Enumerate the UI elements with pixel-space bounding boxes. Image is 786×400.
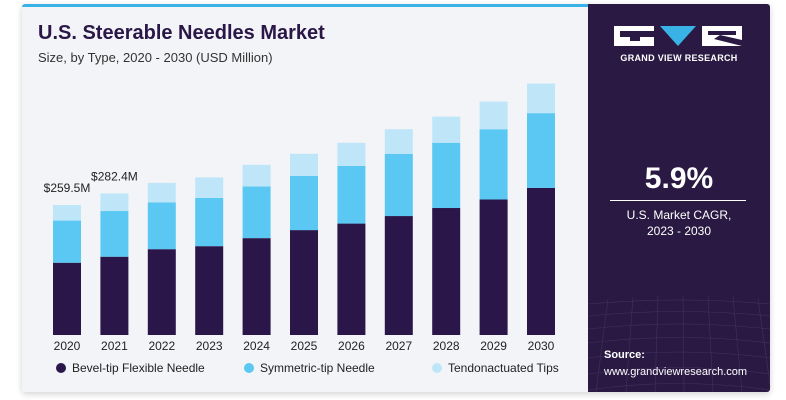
chart-subtitle: Size, by Type, 2020 - 2030 (USD Million) — [38, 50, 273, 65]
bar-2030-series-1 — [527, 187, 555, 335]
x-tick-label-2026: 2026 — [338, 339, 365, 353]
bar-2026-series-1 — [337, 223, 366, 335]
brand-panel: GRAND VIEW RESEARCH 5.9% U.S. Market CAG… — [588, 4, 770, 392]
bar-2021-series-3 — [100, 193, 129, 212]
bar-2022-series-1 — [147, 249, 176, 335]
bar-2028-series-2 — [432, 142, 461, 209]
bar-2023-series-2 — [195, 197, 224, 247]
source-label: Source: — [604, 349, 645, 361]
bar-2029-series-2 — [479, 129, 508, 200]
bar-2026-series-3 — [337, 142, 366, 166]
grand-view-research-logo — [614, 26, 742, 46]
cagr-label-line2: 2023 - 2030 — [646, 224, 712, 238]
source-link[interactable]: www.grandviewresearch.com — [604, 366, 748, 378]
grid-decoration — [588, 295, 770, 392]
bar-2030-series-2 — [527, 113, 555, 188]
chart-panel: U.S. Steerable Needles Market Size, by T… — [22, 4, 588, 392]
bar-2029-series-3 — [479, 101, 508, 130]
bar-2030-series-3 — [527, 83, 555, 114]
bar-2025-series-1 — [290, 230, 318, 335]
x-tick-label-2024: 2024 — [243, 339, 270, 353]
bar-2028-series-1 — [432, 208, 461, 335]
bar-2027-series-3 — [384, 129, 413, 154]
bar-2025-series-3 — [290, 153, 318, 176]
bar-2020-series-2 — [53, 220, 81, 263]
bar-2023-series-3 — [195, 177, 224, 198]
bar-2026-series-2 — [337, 165, 366, 224]
x-tick-label-2021: 2021 — [101, 339, 128, 353]
bar-2024-series-1 — [242, 238, 271, 335]
x-tick-label-2027: 2027 — [385, 339, 412, 353]
brand-name: GRAND VIEW RESEARCH — [620, 53, 738, 63]
bar-2027-series-2 — [384, 153, 413, 217]
legend-marker-2 — [244, 363, 254, 373]
bar-2021-series-2 — [100, 211, 129, 257]
bar-2024-series-3 — [242, 164, 271, 187]
legend-marker-3 — [432, 363, 442, 373]
legend-label-2: Symmetric-tip Needle — [260, 361, 375, 375]
x-tick-label-2028: 2028 — [433, 339, 460, 353]
data-label-2021: $282.4M — [91, 169, 138, 183]
x-tick-label-2030: 2030 — [528, 339, 555, 353]
chart-title: U.S. Steerable Needles Market — [38, 22, 325, 44]
cagr-label: U.S. Market CAGR, 2023 - 2030 — [588, 207, 770, 239]
x-tick-label-2023: 2023 — [196, 339, 223, 353]
x-tick-label-2029: 2029 — [480, 339, 507, 353]
x-tick-label-2020: 2020 — [54, 339, 81, 353]
data-label-2020: $259.5M — [44, 181, 91, 195]
bar-chart: 2020 2021 2022 2023 2024 2025 2026 2027 2028 2029… — [44, 83, 559, 375]
bar-2021-series-1 — [100, 256, 129, 335]
bar-2028-series-3 — [432, 116, 461, 143]
legend-marker-1 — [56, 363, 66, 373]
cagr-value: 5.9% — [644, 162, 714, 195]
cagr-divider — [610, 200, 746, 201]
bar-2024-series-2 — [242, 186, 271, 239]
bar-2029-series-1 — [479, 199, 508, 335]
bar-2027-series-1 — [384, 216, 413, 335]
bar-2022-series-2 — [147, 202, 176, 250]
x-tick-label-2022: 2022 — [148, 339, 175, 353]
cagr-label-line1: U.S. Market CAGR, — [626, 208, 732, 222]
legend-label-1: Bevel-tip Flexible Needle — [72, 361, 205, 375]
bar-2023-series-1 — [195, 246, 224, 335]
accent-line — [22, 4, 588, 7]
bar-2025-series-2 — [290, 175, 318, 231]
x-tick-label-2025: 2025 — [291, 339, 318, 353]
bar-2020-series-1 — [53, 262, 81, 335]
bar-2022-series-3 — [147, 182, 176, 203]
report-card: U.S. Steerable Needles Market Size, by T… — [22, 4, 770, 392]
legend-label-3: Tendonactuated Tips — [448, 361, 559, 375]
bar-2020-series-3 — [53, 205, 81, 221]
